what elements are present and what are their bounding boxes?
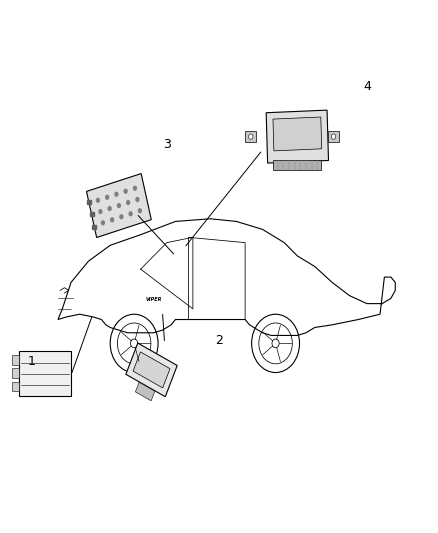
Bar bbox=[12, 355, 19, 365]
Circle shape bbox=[126, 200, 131, 205]
Circle shape bbox=[119, 214, 124, 220]
Polygon shape bbox=[133, 352, 170, 388]
Bar bbox=[12, 382, 19, 391]
Circle shape bbox=[249, 134, 253, 139]
Text: VIPER: VIPER bbox=[145, 297, 162, 302]
Polygon shape bbox=[135, 382, 155, 401]
Circle shape bbox=[114, 191, 119, 197]
Polygon shape bbox=[86, 174, 151, 238]
Circle shape bbox=[331, 134, 336, 139]
Circle shape bbox=[105, 195, 110, 200]
Circle shape bbox=[133, 185, 137, 191]
Bar bbox=[245, 131, 256, 142]
Bar bbox=[12, 368, 19, 378]
Text: 1: 1 bbox=[28, 356, 36, 368]
Circle shape bbox=[96, 198, 100, 203]
Text: 4: 4 bbox=[363, 80, 371, 93]
Circle shape bbox=[128, 211, 133, 216]
Bar bbox=[273, 160, 321, 169]
Circle shape bbox=[110, 217, 114, 222]
Circle shape bbox=[117, 203, 121, 208]
Text: 2: 2 bbox=[215, 334, 223, 347]
Circle shape bbox=[98, 209, 102, 214]
Bar bbox=[328, 131, 339, 142]
Circle shape bbox=[138, 208, 142, 213]
Circle shape bbox=[101, 220, 105, 225]
Polygon shape bbox=[273, 117, 322, 151]
Circle shape bbox=[135, 197, 140, 202]
Bar bbox=[19, 351, 71, 397]
Circle shape bbox=[124, 189, 128, 194]
Polygon shape bbox=[266, 110, 328, 163]
Polygon shape bbox=[126, 343, 177, 397]
Text: 3: 3 bbox=[163, 138, 171, 151]
Circle shape bbox=[107, 206, 112, 211]
